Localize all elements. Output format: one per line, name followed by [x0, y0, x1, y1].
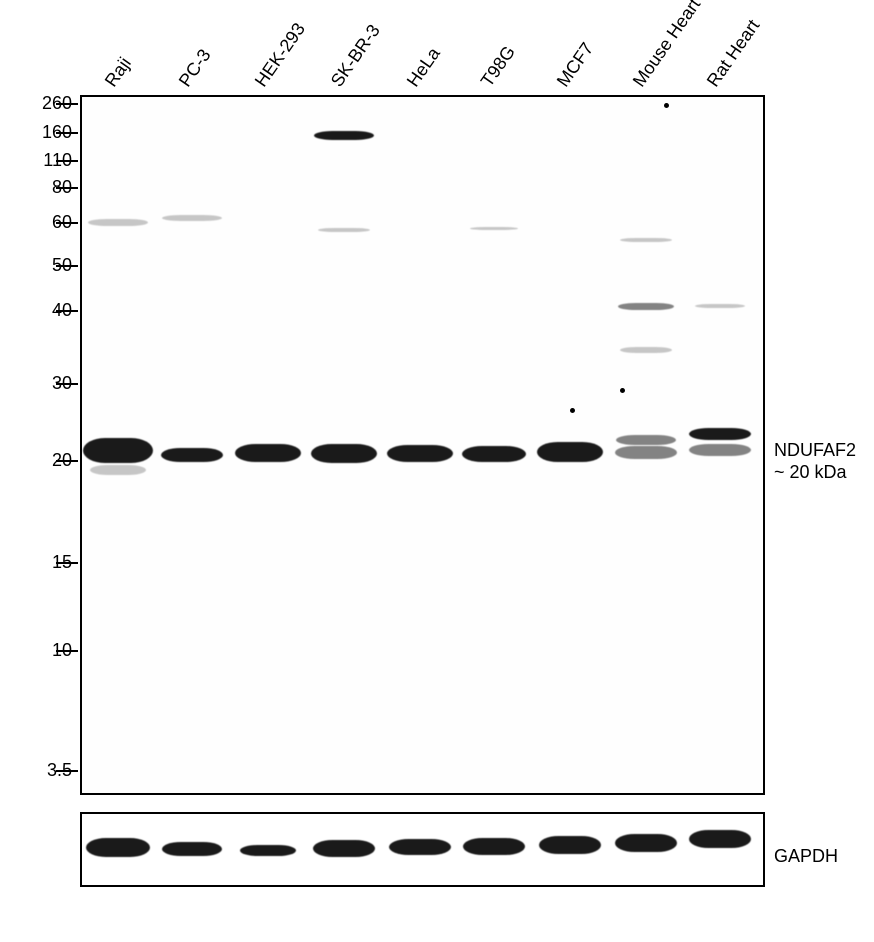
blot-band — [689, 428, 751, 440]
blot-band — [318, 228, 370, 232]
blot-band — [235, 444, 301, 462]
mw-tick — [56, 460, 78, 462]
blot-band — [311, 444, 377, 463]
mw-tick — [56, 265, 78, 267]
mw-tick — [56, 770, 78, 772]
lane-label: SK-BR-3 — [327, 21, 385, 91]
blot-band — [616, 435, 676, 445]
target-annotation: NDUFAF2 — [774, 440, 856, 461]
blot-band — [463, 838, 525, 855]
mw-tick — [56, 650, 78, 652]
blot-band — [689, 830, 751, 848]
lane-label: Raji — [101, 54, 136, 91]
lane-label: MCF7 — [553, 39, 598, 91]
blot-band — [618, 303, 674, 310]
mw-tick — [56, 383, 78, 385]
blot-band — [615, 446, 677, 459]
loading-control-annotation: GAPDH — [774, 846, 838, 867]
lane-label: T98G — [477, 42, 520, 91]
blot-band — [539, 836, 601, 854]
blot-band — [162, 215, 222, 221]
blot-band — [620, 347, 672, 353]
speckle-dot — [620, 388, 625, 393]
mw-tick — [56, 310, 78, 312]
blot-band — [88, 219, 148, 226]
mw-tick — [56, 160, 78, 162]
blot-band — [695, 304, 745, 308]
speckle-dot — [664, 103, 669, 108]
lane-labels-row: Raji PC-3 HEK-293 SK-BR-3 HeLa T98G MCF7… — [0, 0, 874, 95]
blot-band — [313, 840, 375, 857]
lane-label: PC-3 — [175, 45, 216, 91]
mw-tick — [56, 187, 78, 189]
blot-band — [240, 845, 296, 856]
speckle-dot — [570, 408, 575, 413]
blot-band — [470, 227, 518, 230]
blot-band — [462, 446, 526, 462]
target-mw-annotation: ~ 20 kDa — [774, 462, 847, 483]
lane-label: Mouse Heart — [629, 0, 705, 91]
blot-band — [615, 834, 677, 852]
blot-band — [83, 438, 153, 463]
blot-band — [537, 442, 603, 462]
blot-band — [389, 839, 451, 855]
western-blot-figure: Raji PC-3 HEK-293 SK-BR-3 HeLa T98G MCF7… — [0, 0, 874, 942]
blot-band — [387, 445, 453, 462]
mw-tick — [56, 103, 78, 105]
mw-tick — [56, 562, 78, 564]
blot-band — [314, 131, 374, 140]
lane-label: HeLa — [403, 44, 445, 91]
blot-band — [90, 465, 146, 475]
lane-label: Rat Heart — [703, 16, 764, 91]
blot-band — [86, 838, 150, 857]
lane-label: HEK-293 — [251, 19, 310, 91]
blot-band — [689, 444, 751, 456]
mw-tick — [56, 222, 78, 224]
blot-band — [161, 448, 223, 462]
blot-band — [620, 238, 672, 242]
blot-band — [162, 842, 222, 856]
mw-tick — [56, 132, 78, 134]
